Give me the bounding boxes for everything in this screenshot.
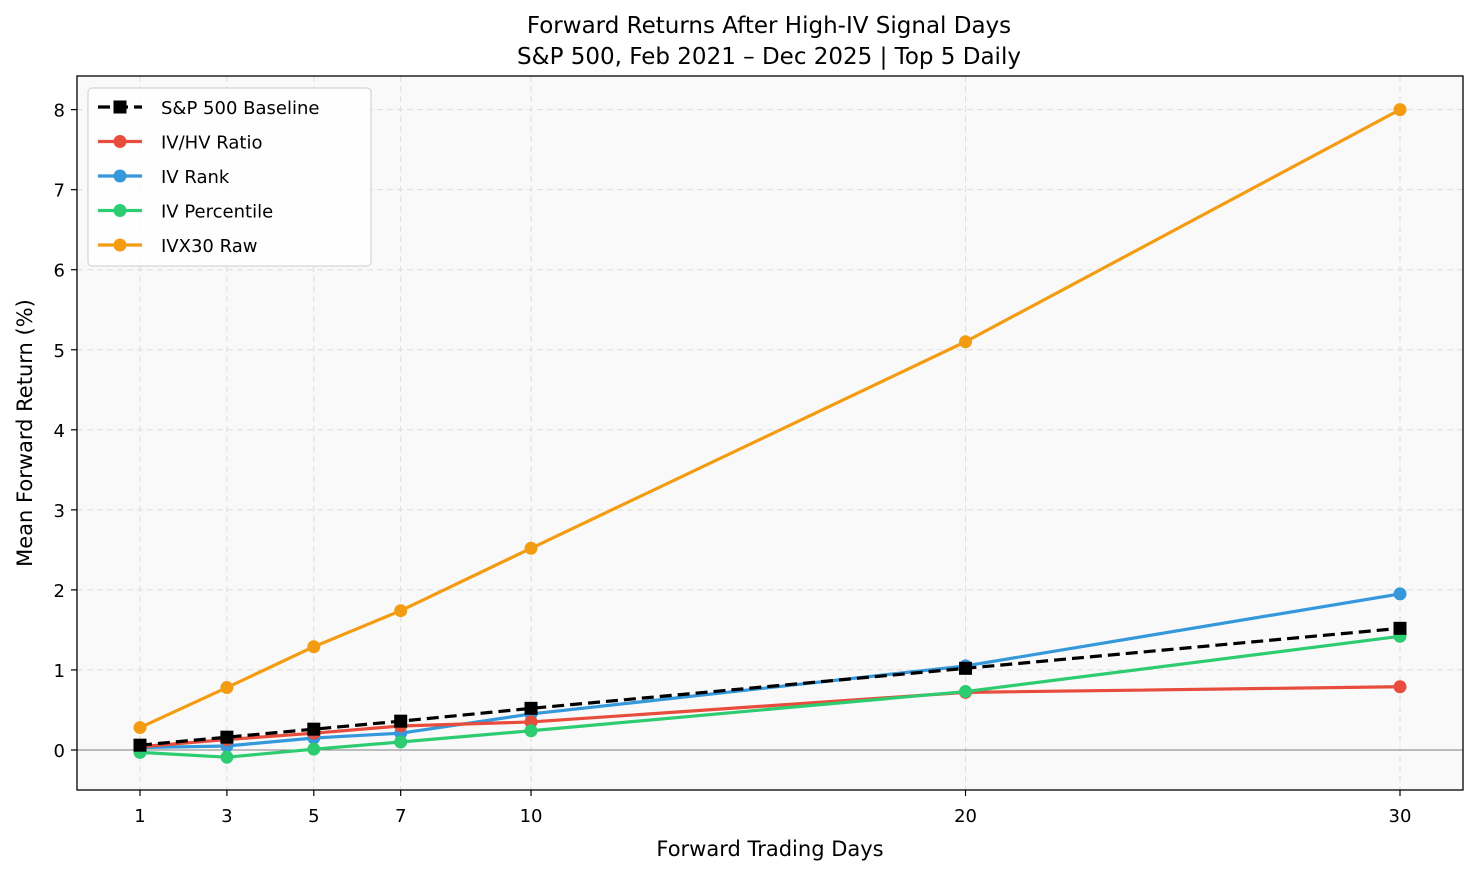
data-point [394, 735, 408, 749]
y-tick-label: 6 [54, 261, 65, 282]
legend-swatch-marker [113, 169, 127, 183]
y-tick-label: 2 [54, 581, 65, 602]
series-group [133, 103, 1407, 764]
x-tick-label: 3 [221, 806, 232, 827]
data-point [524, 541, 538, 555]
legend-swatch-marker [113, 100, 127, 114]
data-point [394, 604, 408, 618]
legend-label: S&P 500 Baseline [161, 98, 319, 119]
x-axis-label: Forward Trading Days [656, 837, 883, 861]
y-tick-label: 3 [54, 501, 65, 522]
data-point [1393, 103, 1407, 117]
data-point [524, 701, 538, 715]
chart-title: Forward Returns After High-IV Signal Day… [527, 13, 1011, 39]
data-point [307, 640, 321, 654]
data-point [220, 750, 234, 764]
legend-swatch-marker [113, 238, 127, 252]
data-point [959, 335, 973, 349]
data-point [220, 730, 234, 744]
x-tick-label: 5 [308, 806, 319, 827]
chart-subtitle: S&P 500, Feb 2021 – Dec 2025 | Top 5 Dai… [517, 44, 1021, 70]
legend: S&P 500 Baseline IV/HV Ratio IV Rank IV Per… [87, 87, 372, 267]
data-point [1393, 621, 1407, 635]
data-point [133, 721, 147, 735]
x-tick-label: 10 [520, 806, 543, 827]
data-point [394, 714, 408, 728]
x-tick-label: 7 [395, 806, 406, 827]
data-point [220, 681, 234, 695]
y-tick-label: 8 [54, 101, 65, 122]
legend-item: IV Rank [98, 167, 230, 188]
y-tick-label: 1 [54, 661, 65, 682]
legend-item: S&P 500 Baseline [98, 98, 319, 119]
y-tick-label: 7 [54, 181, 65, 202]
legend-item: IV Percentile [98, 202, 273, 223]
x-tick-label: 1 [134, 806, 145, 827]
legend-item: IVX30 Raw [98, 236, 257, 257]
y-axis-ticks: 0 1 2 3 4 5 6 7 8 [54, 101, 77, 762]
legend-box [87, 87, 372, 267]
legend-swatch-marker [113, 204, 127, 217]
series-ivx30-raw [133, 103, 1407, 735]
legend-label: IV/HV Ratio [161, 133, 262, 154]
plot-frame [76, 75, 1464, 791]
y-tick-label: 4 [54, 421, 65, 442]
y-tick-label: 0 [54, 741, 65, 762]
data-point [307, 742, 321, 756]
data-point [959, 661, 973, 675]
y-tick-label: 5 [54, 341, 65, 362]
legend-label: IV Percentile [161, 202, 273, 223]
x-tick-label: 30 [1389, 806, 1412, 827]
y-axis-label: Mean Forward Return (%) [13, 299, 37, 567]
data-point [959, 685, 973, 699]
data-point [133, 738, 147, 752]
data-point [524, 724, 538, 738]
legend-swatch-marker [113, 135, 127, 148]
series-s-p-500-baseline [133, 621, 1407, 752]
data-point [1393, 587, 1407, 601]
data-point [307, 722, 321, 736]
legend-item: IV/HV Ratio [98, 133, 262, 154]
legend-label: IV Rank [161, 167, 230, 188]
x-axis-ticks: 1 3 5 7 10 20 30 [134, 790, 1411, 827]
x-tick-label: 20 [954, 806, 977, 827]
data-point [1393, 680, 1407, 694]
legend-label: IVX30 Raw [161, 236, 257, 257]
